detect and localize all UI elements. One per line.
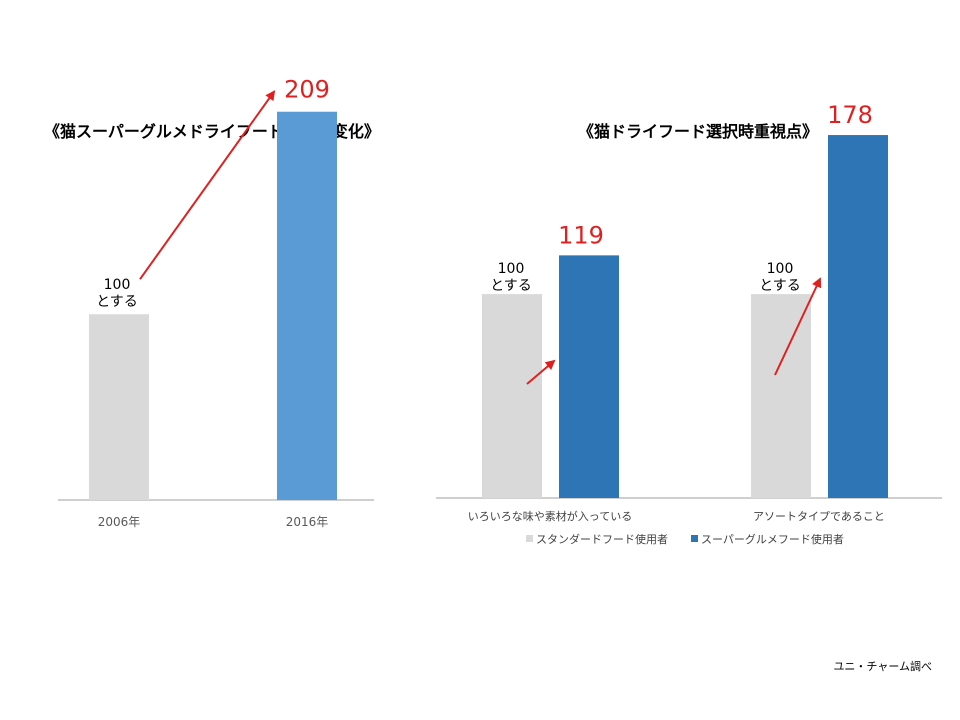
trend-arrow-right-2 — [774, 277, 822, 376]
bar-left-2 — [277, 111, 337, 501]
baseline-note-left-line1: 100 — [104, 277, 131, 293]
data-label-right-2: 178 — [827, 101, 873, 129]
data-label-right-1: 119 — [558, 221, 604, 249]
baseline-note-right-2-line2: とする — [759, 278, 801, 294]
legend-label-2: スーパーグルメフード使用者 — [701, 532, 844, 546]
trend-arrow-left — [139, 90, 276, 280]
chart-title-right: 《猫ドライフード選択時重視点》 — [578, 122, 819, 141]
baseline-note-left-line2: とする — [96, 294, 138, 310]
legend-swatch-2 — [691, 535, 698, 542]
bar-left-1 — [89, 314, 149, 500]
trend-arrow-right-1 — [526, 359, 556, 385]
baseline-note-right-1-line2: とする — [490, 278, 532, 294]
baseline-note-right-2-line1: 100 — [767, 261, 794, 277]
x-tick-label-left-1: 2006年 — [98, 515, 141, 529]
legend-swatch-1 — [526, 535, 533, 542]
bar-right-g2-s1 — [751, 294, 811, 498]
data-label-left-2: 209 — [284, 76, 330, 104]
source-note: ユニ・チャーム調べ — [833, 660, 932, 673]
x-tick-label-right-2: アソートタイプであること — [753, 510, 885, 523]
bar-right-g2-s2 — [828, 135, 888, 499]
x-tick-label-right-1: いろいろな味や素材が入っている — [468, 509, 632, 523]
baseline-note-right-1-line1: 100 — [498, 261, 525, 277]
bar-right-g1-s1 — [482, 294, 542, 498]
bar-right-g1-s2 — [559, 255, 619, 498]
x-tick-label-left-2: 2016年 — [286, 515, 329, 529]
legend-label-1: スタンダードフード使用者 — [536, 532, 668, 546]
